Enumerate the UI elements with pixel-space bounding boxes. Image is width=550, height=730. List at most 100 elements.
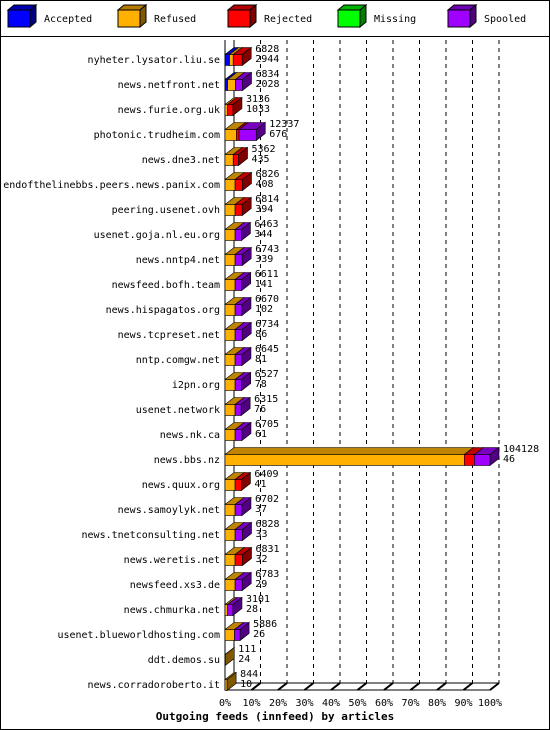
- bar-segment: [232, 154, 239, 166]
- count-label: 394: [255, 204, 273, 215]
- total-label: 6828: [255, 44, 279, 55]
- count-label: 37: [255, 504, 267, 515]
- bar-segment: [234, 429, 243, 441]
- y-tick-label: news.furie.org.uk: [118, 105, 220, 116]
- total-label: 6670: [255, 294, 279, 305]
- y-tick-label: news.hispagatos.org: [106, 305, 220, 316]
- legend-swatch: [337, 9, 361, 28]
- count-label: 76: [254, 404, 266, 415]
- total-label: 6783: [255, 569, 279, 580]
- count-label: 28: [246, 604, 258, 615]
- count-label: 29: [255, 579, 267, 590]
- legend-swatch-side: [249, 3, 257, 29]
- y-tick-label: i2pn.org: [172, 380, 220, 391]
- y-tick-label: newsfeed.xs3.de: [130, 580, 220, 591]
- y-tick-label: news.samoylyk.net: [118, 505, 220, 516]
- bar-segment: [224, 629, 235, 641]
- bar-side: [241, 346, 252, 367]
- bar-side: [241, 296, 252, 317]
- total-label: 6315: [254, 394, 278, 405]
- legend-swatch: [227, 9, 251, 28]
- total-label: 6828: [255, 519, 279, 530]
- legend-label: Rejected: [264, 14, 312, 25]
- bar-segment: [234, 229, 242, 241]
- count-label: 33: [255, 529, 267, 540]
- bar-segment: [234, 354, 243, 366]
- y-tick-label: ddt.demos.su: [148, 655, 220, 666]
- tick-mark: [330, 682, 341, 691]
- bar-segment: [224, 154, 234, 166]
- y-tick-label: news.tnetconsulting.net: [82, 530, 220, 541]
- legend-swatch-side: [469, 3, 477, 29]
- bar-segment: [224, 679, 228, 691]
- total-label: 6645: [255, 344, 279, 355]
- bar-segment: [234, 579, 243, 591]
- x-tick-label: 60%: [375, 698, 393, 709]
- total-label: 6831: [255, 544, 279, 555]
- total-label: 5886: [253, 619, 277, 630]
- bar-side: [238, 146, 248, 167]
- legend-label: Accepted: [44, 14, 92, 25]
- total-label: 6826: [255, 169, 279, 180]
- bar-segment: [224, 429, 236, 441]
- y-tick-label: endofthelinebbs.peers.news.panix.com: [3, 180, 220, 191]
- bar-side: [232, 96, 243, 117]
- bar-segment: [234, 254, 243, 266]
- bar-segment: [234, 379, 242, 391]
- y-tick-label: nntp.comgw.net: [136, 355, 220, 366]
- count-label: 86: [255, 329, 267, 340]
- bar-segment: [234, 404, 242, 416]
- total-label: 3136: [246, 94, 270, 105]
- x-tick-label: 90%: [454, 698, 472, 709]
- y-tick-label: newsfeed.bofh.team: [112, 280, 220, 291]
- bar-segment: [238, 129, 257, 141]
- bar-segment: [224, 129, 237, 141]
- bar-side: [241, 196, 252, 217]
- bar-segment: [224, 579, 236, 591]
- bar-side: [242, 521, 252, 542]
- bar-segment: [224, 554, 236, 566]
- x-axis-title: Outgoing feeds (innfeed) by articles: [156, 710, 394, 723]
- legend-label: Refused: [154, 14, 196, 25]
- bar-side: [241, 246, 252, 267]
- count-label: 435: [252, 154, 270, 165]
- y-tick-label: news.netfront.net: [118, 80, 220, 91]
- bar-segment: [236, 129, 240, 141]
- count-label: 339: [255, 254, 273, 265]
- bar-side: [241, 421, 252, 442]
- bar-side: [255, 121, 266, 142]
- y-tick-label: usenet.blueworldhosting.com: [57, 630, 220, 641]
- total-label: 6463: [254, 219, 278, 230]
- x-tick-label: 70%: [401, 698, 419, 709]
- tick-mark: [462, 682, 474, 691]
- bar-segment: [234, 479, 242, 491]
- count-label: 2028: [255, 79, 279, 90]
- y-tick-label: peering.usenet.ovh: [112, 205, 220, 216]
- count-label: 2944: [255, 54, 279, 65]
- x-tick-label: 0%: [219, 698, 231, 709]
- bar-segment: [224, 454, 465, 466]
- bar-segment: [224, 379, 236, 391]
- bar-segment: [224, 54, 230, 66]
- total-label: 844: [240, 669, 258, 680]
- count-label: 1033: [246, 104, 270, 115]
- bar-segment: [224, 279, 236, 291]
- count-label: 24: [238, 654, 250, 665]
- bar-side: [239, 621, 250, 642]
- total-label: 6527: [255, 369, 279, 380]
- bar-segment: [234, 204, 243, 216]
- y-tick-label: usenet.network: [136, 405, 220, 416]
- bar-segment-top: [224, 447, 475, 455]
- count-label: 676: [269, 129, 287, 140]
- y-tick-label: usenet.goja.nl.eu.org: [94, 230, 220, 241]
- bar-segment: [234, 304, 243, 316]
- y-tick-label: news.weretis.net: [124, 555, 220, 566]
- bar-segment: [234, 629, 241, 641]
- bar-side: [241, 321, 252, 342]
- legend-swatch-side: [139, 3, 147, 29]
- y-tick-label: photonic.trudheim.com: [94, 130, 220, 141]
- total-label: 6814: [255, 194, 279, 205]
- bar-side: [489, 446, 500, 467]
- bar-segment: [229, 54, 234, 66]
- y-tick-label: news.chmurka.net: [124, 605, 220, 616]
